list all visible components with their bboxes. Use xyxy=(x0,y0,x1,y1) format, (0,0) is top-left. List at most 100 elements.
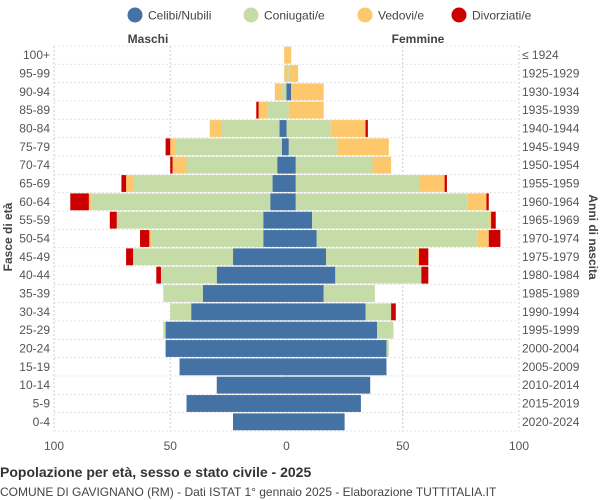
bar-female-celibi-nubili-5-9 xyxy=(286,395,361,412)
bar-male-celibi-nubili-25-29 xyxy=(165,321,287,339)
bar-female-celibi-nubili-60-64 xyxy=(286,193,296,211)
bar-male-celibi-nubili-65-69 xyxy=(272,175,287,192)
bar-female-coniugati-e-20-24 xyxy=(386,340,389,357)
bar-female-celibi-nubili-30-34 xyxy=(286,303,366,321)
chart-title: Popolazione per età, sesso e stato civil… xyxy=(0,464,311,480)
bar-female-coniugati-e-60-64 xyxy=(295,193,468,211)
females-label: Femmine xyxy=(392,32,445,46)
bar-male-vedovi-e-80-84 xyxy=(209,120,222,137)
bar-male-celibi-nubili-15-19 xyxy=(179,358,287,376)
bar-male-divorziati-e-60-64 xyxy=(70,193,89,211)
bar-male-divorziati-e-45-49 xyxy=(126,248,134,266)
birth-year-tick-label: 2010-2014 xyxy=(522,378,580,392)
bar-female-coniugati-e-70-74 xyxy=(295,156,373,174)
bar-male-divorziati-e-65-69 xyxy=(121,175,127,192)
bar-male-celibi-nubili-40-44 xyxy=(216,266,287,284)
bar-male-coniugati-e-60-64 xyxy=(91,193,271,211)
age-tick-label: 95-99 xyxy=(19,67,50,81)
bar-male-celibi-nubili-45-49 xyxy=(233,248,287,266)
birth-year-tick-label: 1970-1974 xyxy=(522,232,580,246)
age-tick-label: 40-44 xyxy=(19,268,50,282)
bar-female-coniugati-e-55-59 xyxy=(312,211,489,229)
legend-label-divorziati-e: Divorziati/e xyxy=(472,9,532,23)
legend: Celibi/Nubili Coniugati/e Vedovi/e Divorzia… xyxy=(127,7,532,23)
x-tick-label: 0 xyxy=(283,439,290,453)
bar-female-celibi-nubili-10-14 xyxy=(286,376,371,394)
birth-year-tick-label: 1990-1994 xyxy=(522,305,580,319)
bar-male-coniugati-e-65-69 xyxy=(133,175,273,192)
legend-swatch-coniugati-e xyxy=(243,7,259,23)
bar-male-celibi-nubili-0-4 xyxy=(233,413,287,431)
bar-male-vedovi-e-75-79 xyxy=(170,138,175,156)
bar-male-divorziati-e-55-59 xyxy=(109,211,117,229)
bar-male-celibi-nubili-30-34 xyxy=(191,303,287,321)
bar-male-coniugati-e-70-74 xyxy=(186,156,278,174)
bar-female-divorziati-e-60-64 xyxy=(486,193,489,211)
bar-male-coniugati-e-80-84 xyxy=(221,120,280,137)
age-tick-label: 35-39 xyxy=(19,287,50,301)
bar-male-coniugati-e-55-59 xyxy=(116,211,264,229)
x-axis-tick-labels: 100 50 0 50 100 xyxy=(44,439,529,453)
age-tick-label: 85-89 xyxy=(19,103,50,117)
legend-swatch-celibi-nubili xyxy=(127,7,143,23)
birth-year-tick-label: 2000-2004 xyxy=(522,342,580,356)
bar-female-celibi-nubili-15-19 xyxy=(286,358,387,376)
bar-male-celibi-nubili-5-9 xyxy=(186,395,287,412)
y-axis-title-left: Fasce di età xyxy=(1,202,15,271)
age-group-tick-labels: 100+ 95-99 90-94 85-89 80-84 75-79 70-74 65-69 6… xyxy=(19,48,50,429)
x-tick-label: 50 xyxy=(164,439,178,453)
birth-year-tick-label: 1980-1984 xyxy=(522,268,580,282)
legend-swatch-vedovi-e xyxy=(357,7,373,23)
age-tick-label: 0-4 xyxy=(33,415,51,429)
age-tick-label: 75-79 xyxy=(19,140,50,154)
birth-year-tick-label: 1950-1954 xyxy=(522,158,580,172)
bar-female-celibi-nubili-65-69 xyxy=(286,175,296,192)
age-tick-label: 70-74 xyxy=(19,158,50,172)
bar-male-divorziati-e-40-44 xyxy=(156,266,161,284)
bar-male-vedovi-e-95-99 xyxy=(284,65,287,82)
bar-male-coniugati-e-35-39 xyxy=(163,285,203,302)
age-tick-label: 45-49 xyxy=(19,250,50,264)
males-label: Maschi xyxy=(128,32,169,46)
bar-female-coniugati-e-85-89 xyxy=(286,101,289,119)
bar-female-coniugati-e-95-99 xyxy=(286,65,289,82)
bar-male-coniugati-e-40-44 xyxy=(160,266,217,284)
birth-year-tick-label: 1965-1969 xyxy=(522,213,580,227)
bar-male-celibi-nubili-60-64 xyxy=(270,193,287,211)
y-axis-title-right: Anni di nascita xyxy=(586,194,600,280)
age-tick-label: 10-14 xyxy=(19,378,50,392)
bar-female-coniugati-e-75-79 xyxy=(288,138,338,156)
bar-male-coniugati-e-45-49 xyxy=(133,248,234,266)
age-tick-label: 50-54 xyxy=(19,232,50,246)
birth-year-tick-label: 1955-1959 xyxy=(522,177,580,191)
bars xyxy=(70,46,501,431)
bar-male-coniugati-e-90-94 xyxy=(281,83,287,101)
bar-female-celibi-nubili-45-49 xyxy=(286,248,327,266)
bar-male-divorziati-e-70-74 xyxy=(170,156,173,174)
age-tick-label: 90-94 xyxy=(19,85,50,99)
bar-female-celibi-nubili-75-79 xyxy=(286,138,289,156)
bar-male-celibi-nubili-20-24 xyxy=(165,340,287,357)
birth-year-tick-label: 2015-2019 xyxy=(522,397,580,411)
bar-male-vedovi-e-50-54 xyxy=(149,230,152,247)
bar-male-celibi-nubili-75-79 xyxy=(281,138,287,156)
age-tick-label: 100+ xyxy=(23,48,50,62)
bar-female-celibi-nubili-70-74 xyxy=(286,156,296,174)
bar-female-vedovi-e-50-54 xyxy=(477,230,489,247)
bar-male-celibi-nubili-50-54 xyxy=(263,230,287,247)
bar-female-divorziati-e-80-84 xyxy=(365,120,368,137)
bar-female-divorziati-e-55-59 xyxy=(491,211,496,229)
bar-female-divorziati-e-45-49 xyxy=(419,248,429,266)
bar-female-vedovi-e-80-84 xyxy=(330,120,366,137)
age-tick-label: 25-29 xyxy=(19,323,50,337)
bar-female-coniugati-e-80-84 xyxy=(286,120,331,137)
bar-female-celibi-nubili-55-59 xyxy=(286,211,313,229)
bar-female-vedovi-e-75-79 xyxy=(337,138,389,156)
bar-female-celibi-nubili-35-39 xyxy=(286,285,324,302)
bar-female-vedovi-e-55-59 xyxy=(488,211,492,229)
bar-female-vedovi-e-65-69 xyxy=(419,175,445,192)
bar-female-coniugati-e-65-69 xyxy=(295,175,420,192)
bar-male-vedovi-e-90-94 xyxy=(274,83,282,101)
bar-female-coniugati-e-45-49 xyxy=(326,248,417,266)
age-tick-label: 60-64 xyxy=(19,195,50,209)
